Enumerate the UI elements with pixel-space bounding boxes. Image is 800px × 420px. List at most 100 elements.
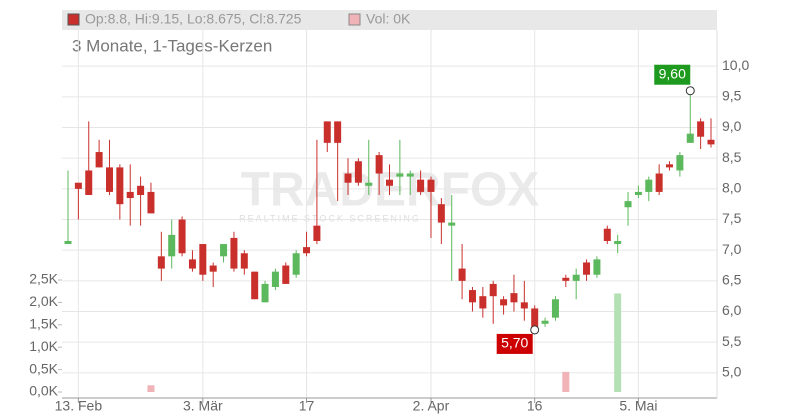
y2-tick-label: 1,5K [29,316,58,332]
candle-body [510,293,518,303]
candle-body [261,283,269,303]
x-tick-label: 13. Feb [55,398,103,414]
candle-body [666,164,674,168]
candle-body [500,299,508,306]
candle-body [147,191,155,214]
candle-body [168,234,176,257]
candle-body [313,225,321,241]
chart-title: 3 Monate, 1-Tages-Kerzen [72,36,272,55]
max-label: 9,60 [659,65,686,81]
candle-body [85,170,93,195]
legend-ohlc-swatch [67,13,80,26]
candle-body [583,262,591,275]
candle-body [396,173,404,177]
y2-tick-label: 1,0K [29,338,58,354]
candle-body [562,277,570,281]
y2-tick-label: 0,0K [29,383,58,399]
y-tick-label: 7,0 [722,241,742,257]
candle-body [655,173,663,192]
candle-body [551,299,559,318]
legend-bar [62,10,717,30]
candle-body [230,237,238,269]
y-tick-label: 10,0 [722,57,749,73]
candle-body [624,201,632,208]
candle-body [572,274,580,281]
candle-body [541,320,549,324]
candle-body [479,296,487,309]
candle-body [178,219,186,254]
y-tick-label: 6,0 [722,302,742,318]
candle-body [489,283,497,297]
min-label: 5,70 [501,335,528,351]
candle-body [323,121,331,143]
candle-body [417,179,425,192]
candle-body [686,133,694,143]
candle-body [303,247,311,254]
candle-body [468,290,476,303]
candle-body [354,161,362,183]
volume-bar [614,293,622,392]
candle-body [137,185,145,195]
candle-body [74,182,82,189]
candle-body [105,167,113,192]
y-tick-label: 7,5 [722,210,742,226]
x-tick-label: 16 [527,398,543,414]
candle-body [209,265,217,272]
candle-body [593,259,601,275]
candle-body [437,204,445,223]
candle-body [697,121,705,137]
watermark-sub: REALTIME STOCK SCREENING [239,213,421,223]
candle-body [386,179,393,186]
candle-body [282,265,290,284]
legend-ohlc: Op:8.8, Hi:9.15, Lo:8.675, Cl:8.725 [85,11,302,27]
y2-tick-label: 2,0K [29,293,58,309]
y2-tick-label: 2,5K [29,271,58,287]
min-marker [530,325,540,335]
y-tick-label: 5,5 [722,333,742,349]
candle-body [344,173,352,183]
candle-body [251,271,259,300]
x-tick-label: 3. Mär [183,398,223,414]
candle-body [634,191,642,195]
candle-body [64,240,72,245]
min-label-box [496,333,533,354]
candle-body [126,191,134,199]
candle-body [365,182,373,186]
candle-body [603,228,611,241]
legend-volume-swatch [348,13,361,26]
y-tick-label: 8,5 [722,149,742,165]
candle-body [458,268,466,281]
y-tick-label: 6,5 [722,272,742,288]
candle-body [199,244,207,275]
candle-body [427,179,435,192]
candle-body [188,259,196,269]
y-tick-label: 5,0 [722,364,742,380]
candle-body [448,222,456,226]
candle-body [645,179,653,192]
candle-body [95,152,103,168]
y-tick-label: 8,0 [722,180,742,196]
candle-body [334,121,342,143]
max-label-box [654,64,691,85]
candle-body [531,308,539,327]
candle-body [220,244,228,257]
x-tick-label: 17 [299,398,315,414]
x-tick-label: 5. Mai [619,398,657,414]
candle-body [614,240,622,245]
y-tick-label: 9,5 [722,88,742,104]
volume-bar [147,385,155,392]
x-tick-label: 2. Apr [413,398,450,414]
candle-body [116,167,124,205]
y2-tick-label: 0,5K [29,360,58,376]
candle-body [676,155,684,171]
candle-body [707,139,715,145]
candle-body [406,173,414,177]
candle-body [240,253,248,269]
candle-body [271,271,279,287]
candle-body [520,302,528,309]
candle-body [292,253,300,275]
volume-bar [562,371,570,392]
y-tick-label: 9,0 [722,118,742,134]
candle-body [157,256,165,269]
